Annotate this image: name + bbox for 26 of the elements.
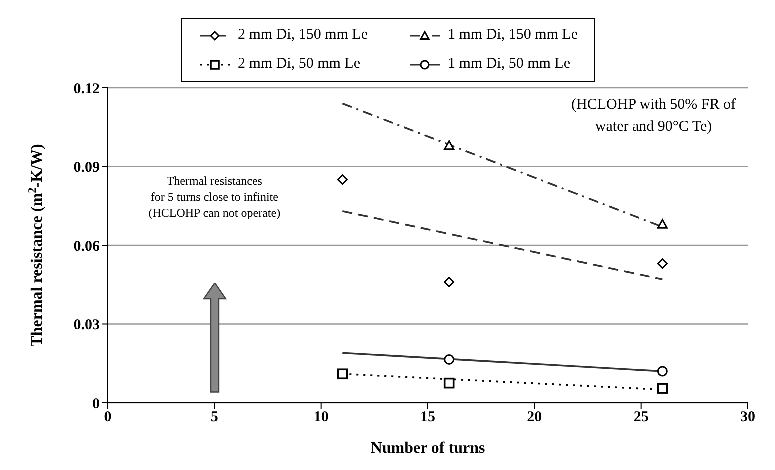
x-tick-label: 10 — [314, 410, 329, 426]
y-tick-label: 0 — [92, 396, 100, 412]
point — [657, 366, 668, 377]
annotation: Thermal resistances for 5 turns close to infinite (HCLOHP can not operate) — [148, 173, 282, 222]
x-tick-label: 20 — [527, 410, 542, 426]
x-tick-label: 15 — [420, 410, 436, 426]
x-tick-label: 25 — [634, 410, 649, 426]
point — [444, 354, 455, 365]
point — [657, 383, 668, 394]
x-tick-label: 0 — [104, 410, 112, 426]
point — [444, 140, 455, 150]
y-tick-label: 0.12 — [74, 81, 100, 98]
legend-label: 1 mm Di, 50 mm Le — [448, 56, 570, 73]
y-tick-label: 0.03 — [74, 318, 100, 334]
y-tick-label: 0.09 — [74, 160, 100, 176]
x-axis-title: Number of turns — [370, 440, 486, 457]
x-tick-label: 5 — [210, 410, 218, 426]
point — [657, 219, 668, 229]
annotation: (HCLOHP with 50% FR of water and 90°C Te) — [572, 96, 736, 137]
point — [337, 368, 348, 380]
y-tick-label: 0.06 — [74, 238, 100, 255]
legend-label: 2 mm Di, 150 mm Le — [238, 27, 368, 44]
legend-label: 1 mm Di, 150 mm Le — [448, 27, 578, 44]
point — [444, 378, 455, 389]
legend-label: 2 mm Di, 50 mm Le — [238, 56, 360, 73]
x-tick-label: 30 — [740, 410, 756, 426]
